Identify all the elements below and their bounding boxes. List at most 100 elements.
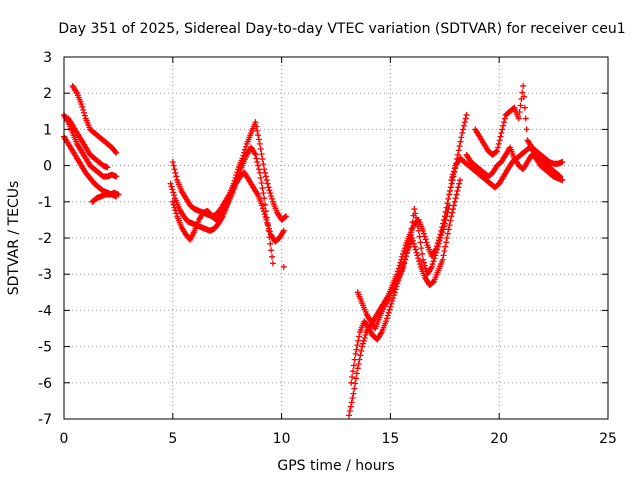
data-point [446,202,453,209]
data-point [359,340,366,347]
data-point [351,385,358,392]
data-point [456,180,463,187]
y-tick-label: -1 [38,195,52,211]
data-point [422,236,429,243]
data-point [262,173,269,180]
data-point [280,227,287,234]
data-point [269,253,276,260]
data-point [443,235,450,241]
data-point [104,164,111,171]
data-point [494,148,501,155]
data-point [498,130,505,137]
axis-ticks [63,56,609,420]
data-point [493,148,500,155]
y-tick-label: -4 [38,303,52,319]
data-point [264,180,271,187]
data-point [520,82,527,89]
data-point [421,233,428,240]
x-tick-label: 0 [60,431,69,447]
data-point [255,136,262,143]
x-tick-label: 20 [490,431,508,447]
data-point [415,255,422,262]
data-point [172,169,179,176]
data-point [264,221,271,228]
data-point [387,303,394,310]
data-point [436,237,443,244]
data-point [361,334,368,341]
data-point [445,226,452,233]
data-point [414,223,421,230]
x-tick-label: 10 [273,431,291,447]
data-point [433,249,440,256]
data-point [356,333,363,340]
data-point [442,216,449,223]
data-point [450,168,457,175]
data-point [447,187,454,194]
data-point [170,189,177,196]
data-point [460,126,467,133]
data-point [400,258,407,265]
data-point [259,205,266,212]
data-point [449,174,456,181]
data-point [260,190,267,197]
series-track-i [280,263,287,270]
data-point [255,132,262,139]
data-point [112,148,119,155]
data-point [266,187,273,194]
data-point [242,143,249,150]
data-point [409,235,416,241]
data-point [457,177,464,184]
data-point [265,184,272,191]
data-point [357,352,364,359]
data-point [349,395,356,402]
data-point [352,380,359,387]
data-point [410,237,417,244]
data-point [349,374,356,381]
data-point [262,208,269,215]
y-tick-label: 1 [43,122,52,138]
data-point [262,214,269,221]
data-point [115,191,122,198]
data-point [443,213,450,220]
data-point [79,103,86,110]
data-point [258,179,265,186]
data-point [398,267,405,274]
data-point [408,225,415,232]
data-point [556,172,563,179]
data-point [169,186,176,193]
data-point [406,241,413,248]
data-point [350,362,357,369]
data-point [263,177,270,184]
data-point [450,171,457,178]
data-point [446,221,453,228]
data-point [258,151,265,158]
data-point [252,119,259,126]
data-point [431,255,438,262]
data-point [262,169,269,176]
data-point [517,102,524,109]
data-point [416,258,423,265]
data-point [516,109,523,116]
data-point [252,151,259,158]
data-point [559,158,566,165]
data-point [417,239,424,246]
data-point [354,365,361,372]
data-point [439,229,446,236]
data-point [457,138,464,145]
x-tick-label: 15 [381,431,399,447]
data-point [429,261,436,268]
data-point [557,173,564,180]
data-point [350,390,357,397]
data-point [348,379,355,386]
data-point [496,137,503,144]
data-point [257,174,264,181]
y-tick-label: -7 [38,412,52,428]
data-point [454,187,461,194]
data-point [416,233,423,240]
data-point [269,260,276,267]
data-point [451,165,458,172]
data-point [497,133,504,140]
y-tick-label: 3 [43,50,52,66]
data-point [173,173,180,180]
data-point [458,134,465,141]
